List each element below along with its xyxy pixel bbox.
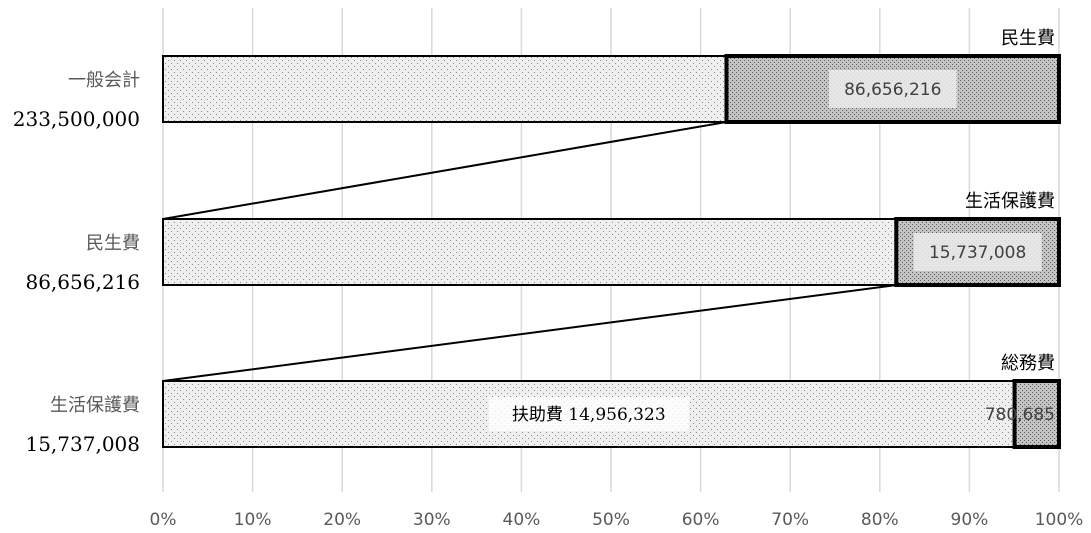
- segment-title: 総務費: [1001, 353, 1055, 374]
- category-total: 15,737,008: [25, 432, 140, 456]
- data-label: 86,656,216: [844, 80, 941, 100]
- segment-title: 民生費: [1001, 28, 1055, 49]
- x-tick-label: 40%: [503, 510, 541, 530]
- x-tick-label: 60%: [682, 510, 720, 530]
- x-tick-label: 20%: [323, 510, 361, 530]
- category-label: 生活保護費: [50, 395, 140, 416]
- connector-lines: [162, 121, 897, 382]
- x-tick-label: 0%: [150, 510, 177, 530]
- category-label: 一般会計: [68, 70, 140, 91]
- bar-segment-other: [162, 380, 1016, 448]
- data-label-box: [488, 397, 689, 431]
- x-tick-label: 10%: [234, 510, 272, 530]
- x-tick-label: 100%: [1035, 510, 1084, 530]
- bar-segment-other: [162, 55, 728, 123]
- data-label-box: [828, 70, 957, 108]
- x-axis: 0% 10% 20% 30% 40% 50% 60% 70% 80% 90% 100%: [150, 510, 1084, 530]
- x-tick-label: 50%: [592, 510, 630, 530]
- bar-segment-other: [162, 218, 898, 286]
- category-total: 86,656,216: [25, 270, 140, 294]
- bar-segment-highlight: [1012, 379, 1061, 449]
- category-total: 233,500,000: [13, 107, 140, 131]
- data-label-box: [913, 233, 1042, 271]
- x-tick-label: 90%: [951, 510, 989, 530]
- data-label: 780,685: [985, 405, 1055, 425]
- connector-line: [162, 121, 727, 220]
- segment-title: 生活保護費: [965, 191, 1055, 212]
- category-label: 民生費: [86, 233, 140, 254]
- x-tick-label: 80%: [861, 510, 899, 530]
- x-tick-label: 70%: [771, 510, 809, 530]
- data-label: 15,737,008: [929, 243, 1026, 263]
- data-label: 扶助費 14,956,323: [512, 405, 666, 425]
- x-tick-label: 30%: [413, 510, 451, 530]
- connector-line: [162, 284, 897, 382]
- bars: [162, 54, 1062, 449]
